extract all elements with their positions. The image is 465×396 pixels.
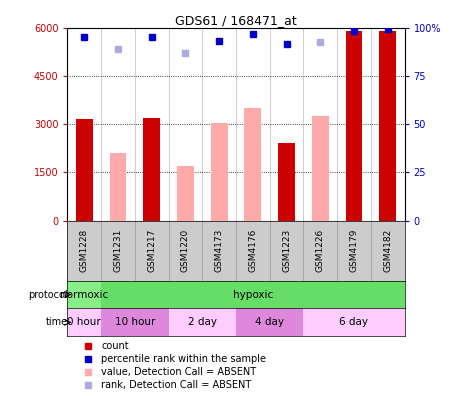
Bar	[67, 308, 101, 336]
Text: GSM1220: GSM1220	[181, 229, 190, 272]
Text: GSM1217: GSM1217	[147, 229, 156, 272]
Bar	[101, 308, 168, 336]
Bar	[211, 122, 227, 221]
Text: GSM4173: GSM4173	[215, 229, 224, 272]
Text: 10 hour: 10 hour	[115, 317, 155, 327]
Text: GSM4182: GSM4182	[383, 229, 392, 272]
Text: GSM1228: GSM1228	[80, 229, 89, 272]
Bar	[110, 153, 126, 221]
Text: protocol: protocol	[28, 289, 67, 299]
Text: time: time	[45, 317, 67, 327]
Bar	[345, 31, 362, 221]
Bar	[67, 281, 101, 308]
Bar	[312, 116, 329, 221]
Bar	[236, 308, 303, 336]
Text: 6 day: 6 day	[339, 317, 368, 327]
Text: GSM1231: GSM1231	[113, 229, 122, 272]
Text: value, Detection Call = ABSENT: value, Detection Call = ABSENT	[101, 367, 256, 377]
Text: count: count	[101, 341, 129, 351]
Text: GSM4176: GSM4176	[248, 229, 257, 272]
Bar	[278, 143, 295, 221]
Text: normoxic: normoxic	[60, 289, 108, 299]
Text: 4 day: 4 day	[255, 317, 284, 327]
Text: 0 hour: 0 hour	[67, 317, 101, 327]
Bar	[379, 31, 396, 221]
Bar	[76, 119, 93, 221]
Bar	[143, 118, 160, 221]
Text: 2 day: 2 day	[188, 317, 217, 327]
Bar	[245, 108, 261, 221]
Text: rank, Detection Call = ABSENT: rank, Detection Call = ABSENT	[101, 380, 252, 390]
Text: GSM1226: GSM1226	[316, 229, 325, 272]
Text: GSM4179: GSM4179	[350, 229, 359, 272]
Text: hypoxic: hypoxic	[232, 289, 273, 299]
Title: GDS61 / 168471_at: GDS61 / 168471_at	[175, 13, 297, 27]
Text: percentile rank within the sample: percentile rank within the sample	[101, 354, 266, 364]
Bar	[303, 308, 405, 336]
Bar	[177, 166, 194, 221]
Bar	[168, 308, 236, 336]
Text: GSM1223: GSM1223	[282, 229, 291, 272]
